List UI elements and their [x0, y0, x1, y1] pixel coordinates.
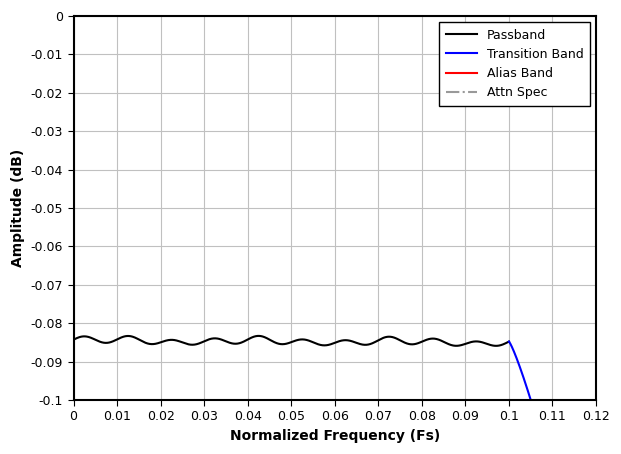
Passband	[270, 339, 278, 345]
Transition Band	[509, 346, 517, 352]
Transition Band	[507, 341, 514, 346]
Passband	[505, 339, 513, 344]
Passband	[493, 343, 501, 349]
Line: Transition Band: Transition Band	[509, 341, 531, 400]
Y-axis label: Amplitude (dB): Amplitude (dB)	[11, 149, 25, 267]
Transition Band	[526, 394, 533, 399]
Transition Band	[511, 351, 519, 356]
Passband	[70, 337, 77, 342]
X-axis label: Normalized Frequency (Fs): Normalized Frequency (Fs)	[230, 429, 440, 443]
Passband	[492, 343, 500, 349]
Transition Band	[527, 397, 535, 403]
Transition Band	[505, 339, 513, 344]
Passband	[92, 337, 99, 343]
Line: Passband: Passband	[73, 336, 509, 346]
Passband	[255, 333, 262, 339]
Legend: Passband, Transition Band, Alias Band, Attn Spec: Passband, Transition Band, Alias Band, A…	[439, 22, 590, 106]
Transition Band	[506, 340, 514, 345]
Passband	[413, 341, 420, 346]
Passband	[493, 343, 501, 349]
Transition Band	[525, 391, 533, 397]
Passband	[282, 341, 289, 346]
